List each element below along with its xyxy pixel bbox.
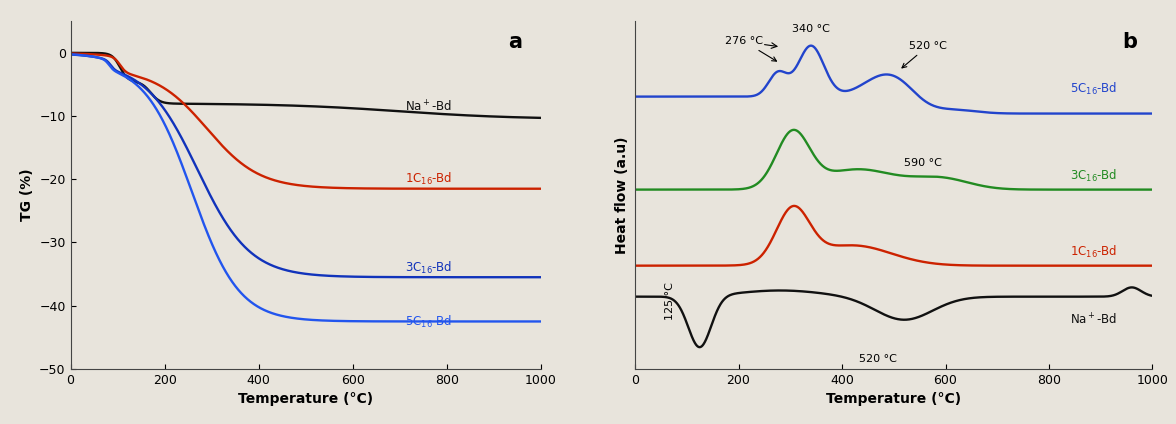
X-axis label: Temperature (°C): Temperature (°C) — [827, 392, 961, 406]
Text: 125 °C: 125 °C — [666, 282, 675, 320]
Text: 1C$_{16}$-Bd: 1C$_{16}$-Bd — [1070, 244, 1117, 260]
Text: 1C$_{16}$-Bd: 1C$_{16}$-Bd — [405, 171, 452, 187]
Text: 590 °C: 590 °C — [904, 158, 942, 168]
Y-axis label: TG (%): TG (%) — [20, 169, 34, 221]
Y-axis label: Heat flow (a.u): Heat flow (a.u) — [615, 136, 629, 254]
Text: 340 °C: 340 °C — [791, 24, 830, 34]
Text: 520 °C: 520 °C — [860, 354, 897, 364]
Text: 5C$_{16}$-Bd: 5C$_{16}$-Bd — [1070, 81, 1117, 97]
Text: 3C$_{16}$-Bd: 3C$_{16}$-Bd — [1070, 168, 1117, 184]
Text: 5C$_{16}$-Bd: 5C$_{16}$-Bd — [405, 313, 452, 329]
Text: a: a — [508, 32, 522, 52]
Text: 3C$_{16}$-Bd: 3C$_{16}$-Bd — [405, 259, 452, 276]
Text: 276 °C: 276 °C — [724, 36, 776, 61]
Text: Na$^+$-Bd: Na$^+$-Bd — [405, 99, 452, 114]
X-axis label: Temperature (°C): Temperature (°C) — [239, 392, 373, 406]
Text: 520 °C: 520 °C — [902, 41, 947, 68]
Text: b: b — [1122, 32, 1137, 52]
Text: Na$^+$-Bd: Na$^+$-Bd — [1070, 312, 1117, 328]
